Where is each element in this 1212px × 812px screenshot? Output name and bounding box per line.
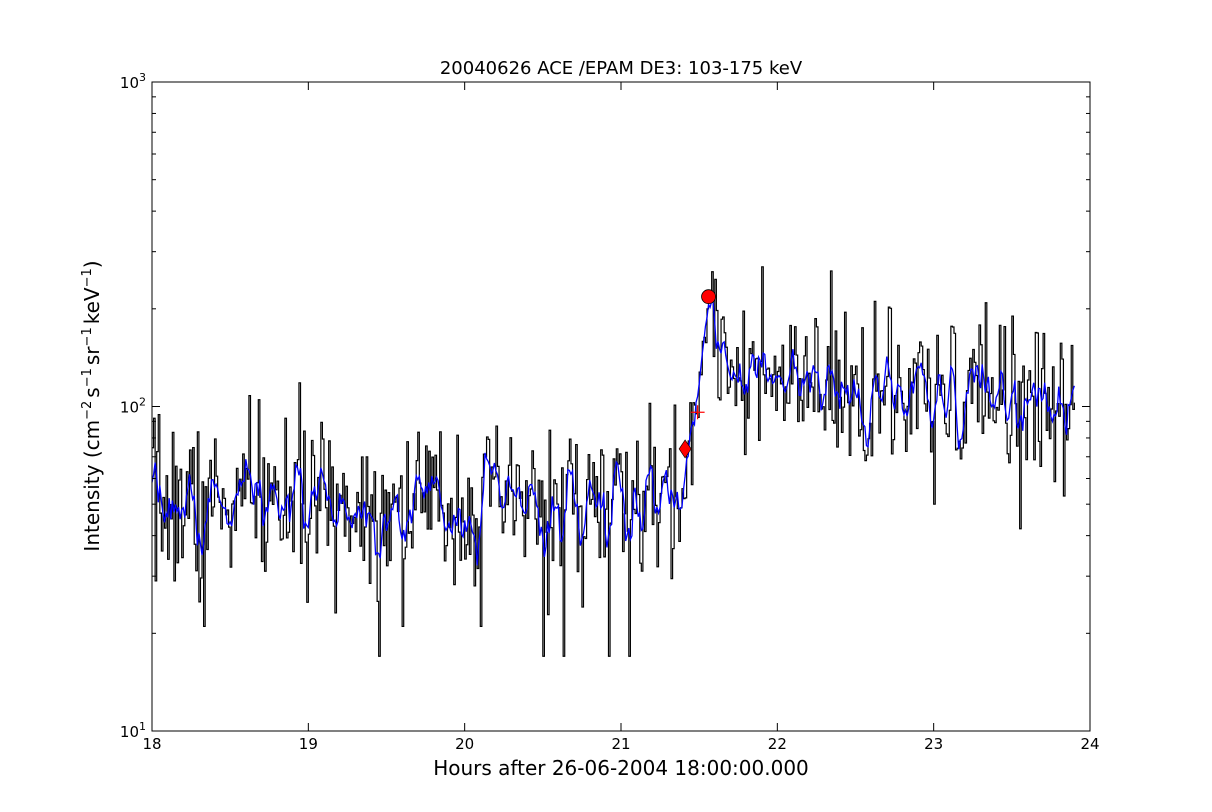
peak-circle-marker: [701, 289, 716, 305]
series-raw-line: [152, 266, 1075, 657]
x-tick-label: 18: [142, 735, 161, 753]
x-tick-labels: 18 19 20 21 22 23 24: [142, 735, 1099, 753]
x-tick-label: 19: [299, 735, 318, 753]
x-tick-label: 20: [455, 735, 474, 753]
series-smoothed-line: [151, 300, 1075, 566]
chart-title: 20040626 ACE /EPAM DE3: 103-175 keV: [440, 58, 803, 79]
x-tick-label: 24: [1080, 735, 1099, 753]
x-axis-label: Hours after 26-06-2004 18:00:00.000: [433, 756, 809, 780]
y-tick-label: 101: [120, 720, 146, 741]
y-axis-label: Intensity (cm−2s−1sr−1keV−1): [80, 260, 104, 551]
x-tick-label: 23: [924, 735, 943, 753]
x-tick-label: 22: [768, 735, 787, 753]
y-tick-labels: 101 102 103: [120, 71, 146, 741]
tick-layer: [151, 81, 1091, 732]
axes-background: [152, 82, 1090, 731]
plot-area: [151, 81, 1091, 732]
x-tick-label: 21: [611, 735, 630, 753]
plus-marker: [690, 405, 705, 420]
y-tick-label: 103: [120, 71, 146, 92]
marker-layer: [678, 289, 716, 459]
y-tick-label: 102: [120, 396, 146, 417]
series-layer: [151, 266, 1075, 657]
onset-diamond-marker: [678, 439, 692, 459]
